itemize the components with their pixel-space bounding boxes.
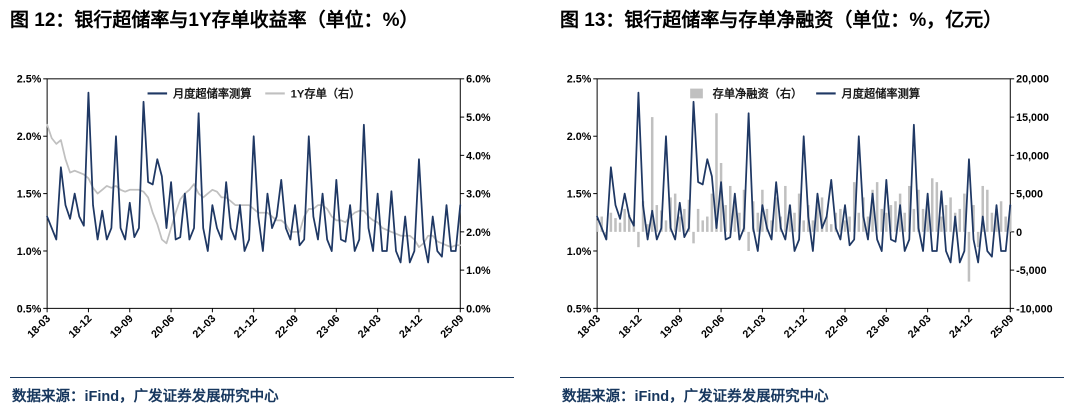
figure-13-title: 图 13：银行超储率与存单净融资（单位：%，亿元） — [560, 10, 1003, 31]
svg-text:21-12: 21-12 — [782, 313, 810, 341]
svg-text:6.0%: 6.0% — [466, 74, 491, 86]
svg-text:21-03: 21-03 — [191, 313, 219, 341]
svg-text:20-06: 20-06 — [149, 313, 177, 341]
figure-12-chart: 0.5% 1.0% 1.5% 2.0% 2.5% 0.0% 1.0% 2.0% 3.0% 4.0%… — [10, 72, 514, 365]
svg-text:21-03: 21-03 — [741, 313, 769, 341]
svg-text:-5,000: -5,000 — [1016, 265, 1046, 277]
figure-13-panel: 图 13：银行超储率与存单净融资（单位：%，亿元） 0.5% 1.0% 1.5% 2.… — [560, 8, 1064, 406]
svg-text:19-09: 19-09 — [658, 313, 686, 341]
svg-text:25-09: 25-09 — [438, 313, 466, 341]
svg-text:存单净融资（右）: 存单净融资（右） — [713, 86, 803, 100]
svg-text:24-12: 24-12 — [947, 313, 975, 341]
svg-text:18-03: 18-03 — [575, 313, 603, 341]
figure-12-divider — [10, 377, 514, 379]
svg-text:23-06: 23-06 — [314, 313, 342, 341]
figure-13-chart: 0.5% 1.0% 1.5% 2.0% 2.5% -10,000 -5,000 0 5,000 1… — [560, 72, 1064, 365]
svg-text:24-03: 24-03 — [356, 313, 384, 341]
svg-text:23-06: 23-06 — [864, 313, 892, 341]
svg-text:20-06: 20-06 — [699, 313, 727, 341]
svg-text:月度超储率测算: 月度超储率测算 — [841, 86, 921, 100]
svg-text:1.0%: 1.0% — [466, 265, 491, 277]
svg-text:3.0%: 3.0% — [466, 189, 491, 201]
svg-text:1.5%: 1.5% — [17, 189, 42, 201]
svg-text:1.0%: 1.0% — [17, 246, 42, 258]
svg-text:0.0%: 0.0% — [466, 303, 491, 315]
figure-12-source: 数据来源：iFind，广发证券发展研究中心 — [12, 389, 279, 406]
svg-text:1.5%: 1.5% — [567, 189, 592, 201]
svg-text:25-09: 25-09 — [988, 313, 1016, 341]
svg-text:1Y存单（右）: 1Y存单（右） — [291, 86, 361, 100]
svg-text:18-12: 18-12 — [67, 313, 95, 341]
svg-text:20,000: 20,000 — [1016, 74, 1049, 86]
svg-text:15,000: 15,000 — [1016, 112, 1049, 124]
svg-text:5.0%: 5.0% — [466, 112, 491, 124]
svg-text:5,000: 5,000 — [1016, 189, 1043, 201]
figure-13-chart-canvas: 0.5% 1.0% 1.5% 2.0% 2.5% -10,000 -5,000 0 5,000 1… — [567, 74, 1053, 341]
svg-text:19-09: 19-09 — [108, 313, 136, 341]
figure-13-source: 数据来源：iFind，广发证券发展研究中心 — [562, 389, 829, 406]
svg-text:1.0%: 1.0% — [567, 246, 592, 258]
svg-text:2.0%: 2.0% — [17, 131, 42, 143]
svg-text:22-09: 22-09 — [823, 313, 851, 341]
svg-text:18-12: 18-12 — [617, 313, 645, 341]
svg-text:0.5%: 0.5% — [567, 303, 592, 315]
svg-text:2.5%: 2.5% — [17, 74, 42, 86]
svg-text:0.5%: 0.5% — [17, 303, 42, 315]
svg-text:-10,000: -10,000 — [1016, 303, 1052, 315]
svg-text:22-09: 22-09 — [273, 313, 301, 341]
figure-12-title: 图 12：银行超储率与1Y存单收益率（单位：%） — [10, 10, 419, 31]
svg-text:24-03: 24-03 — [906, 313, 934, 341]
svg-text:2.5%: 2.5% — [567, 74, 592, 86]
svg-text:10,000: 10,000 — [1016, 150, 1049, 162]
figure-13-divider — [560, 377, 1064, 379]
svg-text:2.0%: 2.0% — [567, 131, 592, 143]
svg-text:24-12: 24-12 — [397, 313, 425, 341]
figure-12-chart-canvas: 0.5% 1.0% 1.5% 2.0% 2.5% 0.0% 1.0% 2.0% 3.0% 4.0%… — [17, 74, 491, 341]
svg-text:4.0%: 4.0% — [466, 150, 491, 162]
figure-12-panel: 图 12：银行超储率与1Y存单收益率（单位：%） 0.5% 1.0% 1.5% 2.0… — [10, 8, 514, 406]
svg-text:月度超储率测算: 月度超储率测算 — [172, 86, 252, 100]
report-figures-row: 图 12：银行超储率与1Y存单收益率（单位：%） 0.5% 1.0% 1.5% 2.0… — [10, 8, 1064, 406]
svg-text:2.0%: 2.0% — [466, 227, 491, 239]
svg-text:0: 0 — [1016, 227, 1022, 239]
svg-text:18-03: 18-03 — [25, 313, 53, 341]
svg-text:21-12: 21-12 — [232, 313, 260, 341]
